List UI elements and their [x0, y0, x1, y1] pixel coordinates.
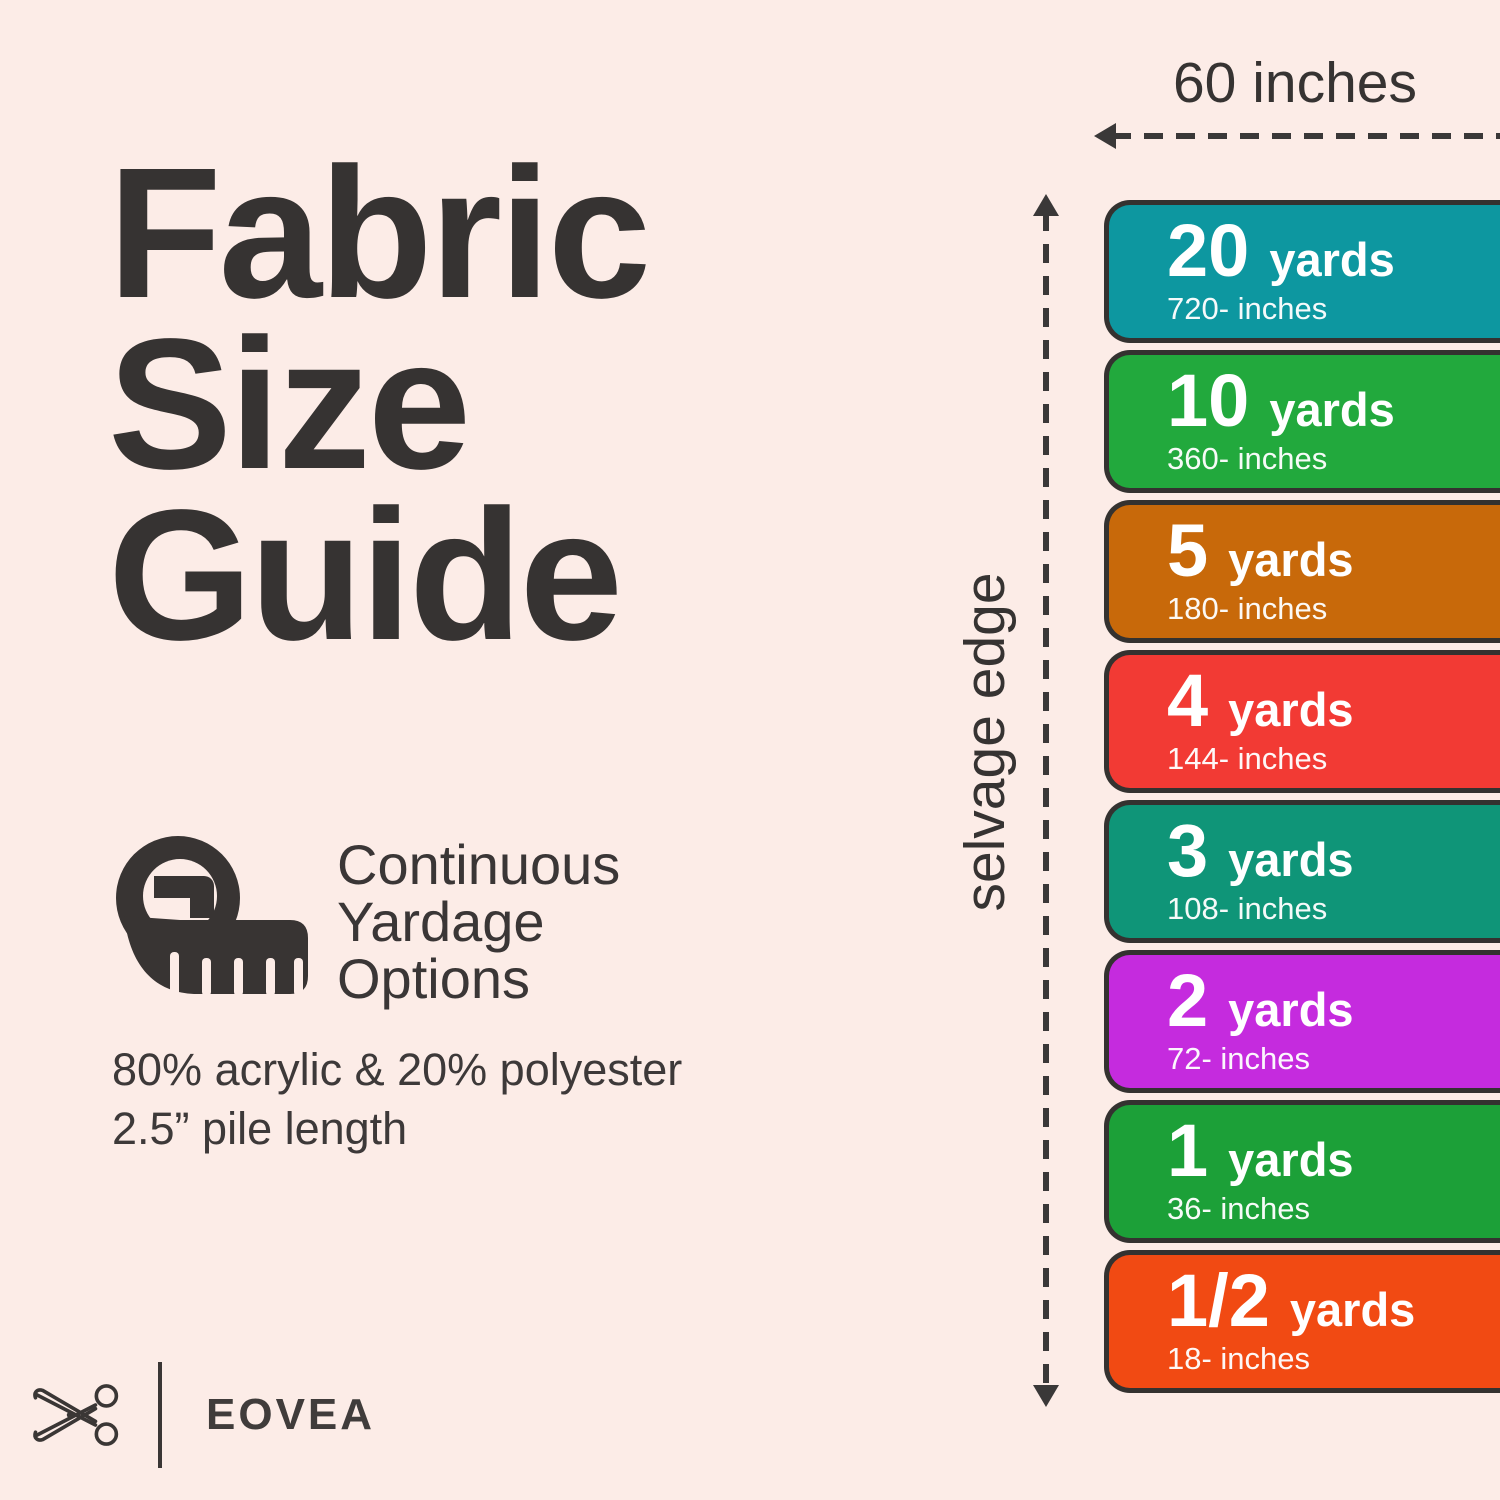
fabric-details: 80% acrylic & 20% polyester 2.5” pile le… — [112, 1040, 682, 1159]
yardage-bar-3: 3 yards 108- inches — [1104, 800, 1500, 943]
bar-inches-label: 36- inches — [1167, 1191, 1311, 1227]
width-dashed-arrow — [1112, 133, 1500, 139]
scissors-icon — [33, 1384, 119, 1446]
fabric-composition: 80% acrylic & 20% polyester — [112, 1044, 683, 1095]
brand-name: EOVEA — [206, 1390, 376, 1439]
bar-yards-unit: yards — [1228, 1132, 1354, 1186]
title-line-2: Size — [108, 301, 471, 509]
bar-yards-value: 1/2 — [1167, 1258, 1270, 1342]
bar-inches-label: 720- inches — [1167, 291, 1328, 327]
brand-footer: EOVEA — [30, 1362, 375, 1468]
yardage-bar-half: 1/2 yards 18- inches — [1104, 1250, 1500, 1393]
pile-length: 2.5” pile length — [112, 1103, 408, 1155]
bar-yards-value: 2 — [1167, 958, 1209, 1042]
bar-yards-unit: yards — [1228, 982, 1354, 1036]
feature-callout: Continuous Yardage Options — [110, 830, 620, 1020]
bar-inches-label: 360- inches — [1167, 441, 1328, 477]
yardage-bar-20: 20 yards 720- inches — [1104, 200, 1500, 343]
feature-heading-line-1: Continuous — [337, 833, 621, 896]
bar-inches-label: 108- inches — [1167, 891, 1328, 927]
bar-inches-label: 72- inches — [1167, 1041, 1311, 1077]
brand-divider — [158, 1362, 162, 1468]
bar-yards-unit: yards — [1269, 232, 1395, 286]
height-arrowhead-top-icon — [1033, 194, 1059, 216]
title-line-1: Fabric — [108, 130, 651, 337]
yardage-bar-1: 1 yards 36- inches — [1104, 1100, 1500, 1243]
yardage-bars: 20 yards 720- inches 10 yards 360- inches … — [1104, 200, 1500, 1393]
bar-yards-value: 5 — [1167, 508, 1209, 592]
bar-inches-label: 144- inches — [1167, 741, 1328, 777]
measuring-tape-icon — [116, 836, 308, 996]
bar-yards-value: 10 — [1167, 358, 1250, 442]
bar-yards-unit: yards — [1269, 382, 1395, 436]
yardage-bar-5: 5 yards 180- inches — [1104, 500, 1500, 643]
feature-heading: Continuous Yardage Options — [337, 836, 620, 1007]
page-title: Fabric Size Guide — [108, 130, 651, 680]
bar-yards-unit: yards — [1228, 532, 1354, 586]
yardage-bar-4: 4 yards 144- inches — [1104, 650, 1500, 793]
feature-heading-line-2: Yardage — [337, 890, 545, 954]
yardage-bar-2: 2 yards 72- inches — [1104, 950, 1500, 1093]
height-arrowhead-bottom-icon — [1033, 1385, 1059, 1407]
bar-yards-value: 20 — [1167, 208, 1250, 292]
yardage-bar-10: 10 yards 360- inches — [1104, 350, 1500, 493]
height-dashed-arrow — [1043, 212, 1049, 1388]
bar-inches-label: 18- inches — [1167, 1341, 1311, 1377]
bar-yards-unit: yards — [1289, 1282, 1416, 1336]
bar-inches-label: 180- inches — [1167, 591, 1328, 627]
bar-yards-value: 4 — [1167, 658, 1209, 742]
bar-yards-value: 1 — [1167, 1108, 1209, 1192]
title-line-3: Guide — [108, 472, 623, 680]
bar-yards-value: 3 — [1167, 808, 1209, 892]
bar-yards-unit: yards — [1228, 682, 1354, 736]
selvage-edge-label: selvage edge — [953, 572, 1017, 912]
bar-yards-unit: yards — [1228, 832, 1354, 886]
width-dimension-label: 60 inches — [1172, 51, 1417, 115]
feature-heading-line-3: Options — [337, 947, 530, 1011]
width-arrowhead-left-icon — [1094, 123, 1116, 149]
